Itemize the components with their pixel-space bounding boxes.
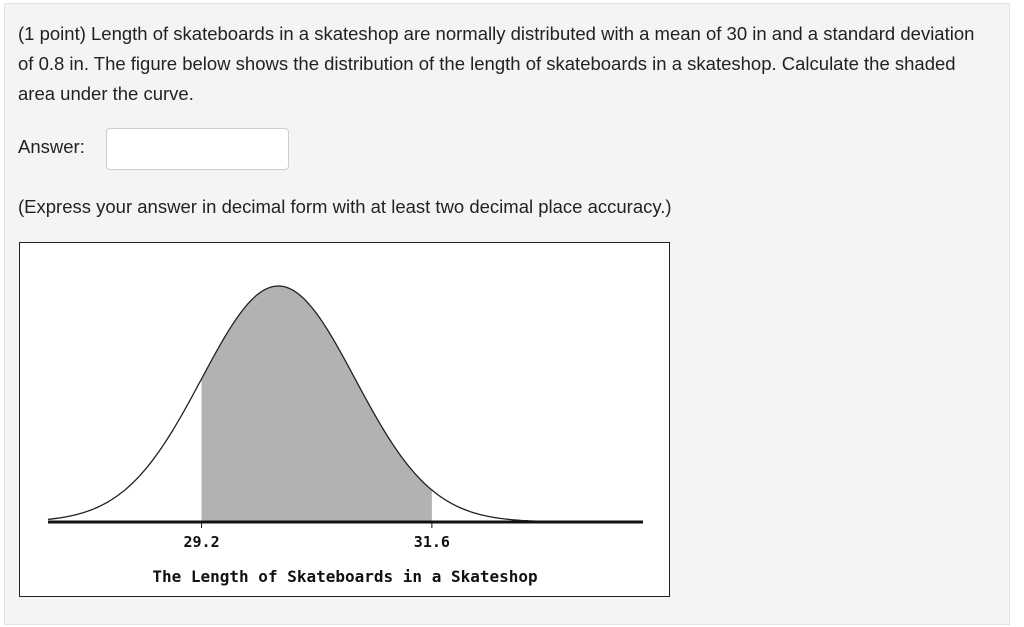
problem-panel: (1 point) Length of skateboards in a ska… [4, 3, 1010, 625]
answer-label: Answer: [18, 136, 85, 157]
shaded-area [201, 286, 432, 522]
question-text: (1 point) Length of skateboards in a ska… [18, 23, 975, 104]
x-axis-ticks: 29.2 31.6 [183, 522, 450, 551]
instruction-text: (Express your answer in decimal form wit… [18, 196, 672, 217]
normal-curve-chart: 29.2 31.6 The Length of Skateboards in a … [47, 285, 643, 586]
x-tick-label: 29.2 [183, 533, 219, 551]
answer-input[interactable] [106, 128, 289, 170]
normal-distribution-figure: 29.2 31.6 The Length of Skateboards in a … [19, 242, 670, 597]
x-tick-label: 31.6 [414, 533, 450, 551]
x-axis-label: The Length of Skateboards in a Skateshop [152, 567, 537, 586]
